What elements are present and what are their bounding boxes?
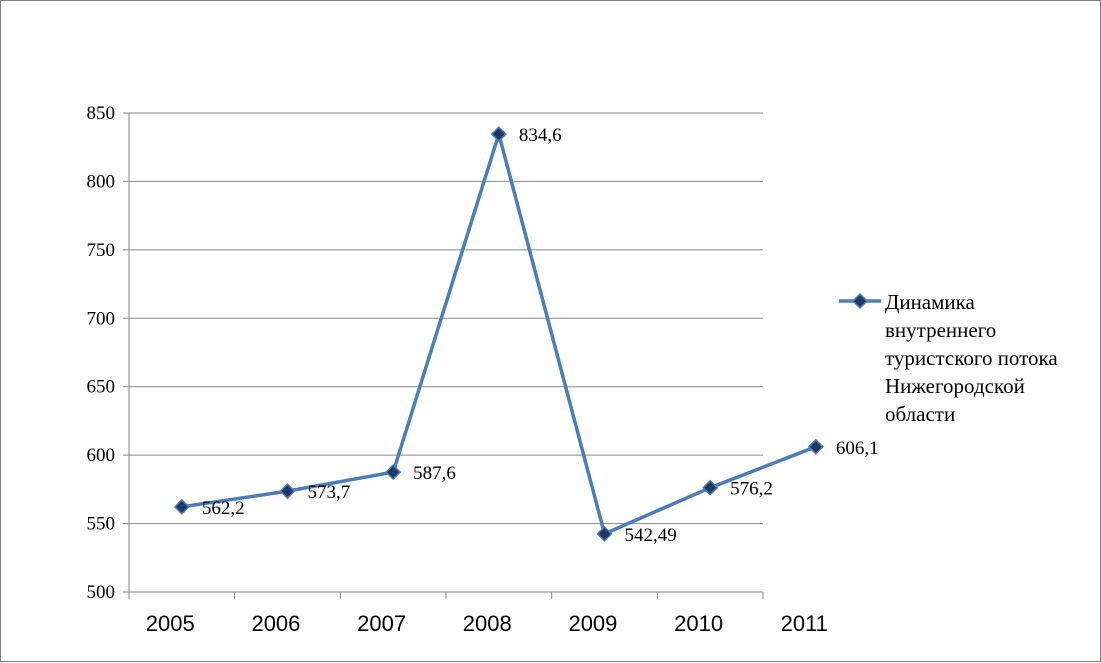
- data-point-marker: [807, 438, 824, 455]
- y-tick-label: 650: [87, 377, 116, 398]
- data-point-marker: [173, 498, 190, 515]
- axes: 500 550 600 650 700 750 800 850 2005 2006 2007 2008…: [87, 103, 828, 636]
- data-label: 562,2: [202, 498, 245, 519]
- x-tick-label: 2010: [674, 611, 723, 636]
- data-point-marker: [490, 126, 507, 143]
- x-tick-label: 2007: [357, 611, 406, 636]
- data-point-marker: [702, 479, 719, 496]
- legend-label: Нижегородской: [885, 374, 1025, 398]
- legend-label: области: [885, 402, 955, 426]
- legend: Динамика внутреннего туристского потока Ниж…: [839, 290, 1058, 426]
- data-label: 587,6: [413, 463, 456, 484]
- data-label: 573,7: [308, 482, 351, 503]
- data-label: 606,1: [836, 438, 879, 459]
- series-line: [181, 127, 817, 537]
- gridlines: [129, 112, 763, 525]
- legend-label: туристского потока: [885, 346, 1058, 370]
- data-label: 834,6: [519, 125, 562, 146]
- data-point-marker: [596, 525, 613, 542]
- y-tick-label: 800: [87, 171, 116, 192]
- x-tick-label: 2009: [568, 611, 617, 636]
- y-tick-label: 500: [87, 582, 116, 603]
- data-label: 576,2: [730, 479, 773, 500]
- data-point-marker: [279, 483, 296, 500]
- y-tick-label: 600: [87, 445, 116, 466]
- legend-label: Динамика: [885, 290, 976, 314]
- legend-marker: [851, 292, 869, 310]
- y-tick-label: 850: [87, 103, 116, 124]
- legend-label: внутреннего: [885, 318, 996, 342]
- x-tick-label: 2005: [146, 611, 195, 636]
- y-tick-label: 750: [87, 240, 116, 261]
- series-layer: [173, 126, 824, 542]
- x-tick-label: 2006: [251, 611, 300, 636]
- y-tick-label: 700: [87, 308, 116, 329]
- y-tick-label: 550: [87, 514, 116, 535]
- data-labels: 562,2 573,7 587,6 834,6 542,49 576,2 606,1: [202, 125, 879, 546]
- x-tick-label: 2011: [781, 611, 828, 636]
- x-tick-label: 2008: [463, 611, 512, 636]
- data-label: 542,49: [625, 525, 677, 546]
- data-point-marker: [385, 464, 402, 481]
